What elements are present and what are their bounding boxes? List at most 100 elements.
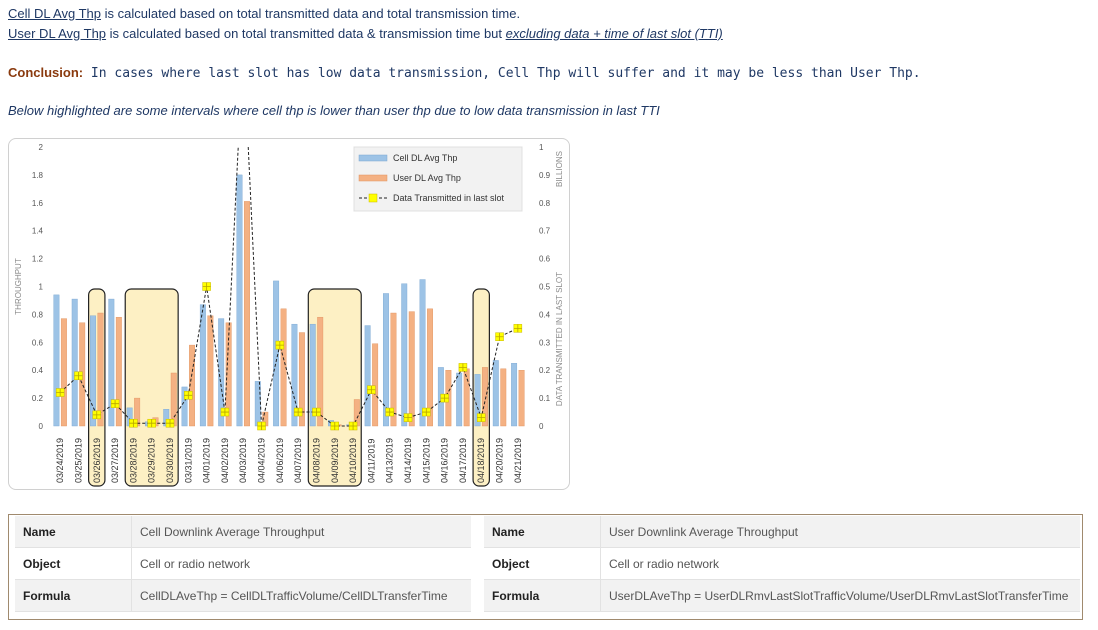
legend-swatch-user	[358, 174, 388, 182]
table-value: Cell Downlink Average Throughput	[131, 516, 471, 548]
y-tick-label: 0.8	[32, 310, 44, 319]
table-row: Formula CellDLAveThp = CellDLTrafficVolum…	[15, 579, 471, 612]
last-slot-marker-cross	[111, 399, 120, 408]
last-slot-marker-cross	[385, 408, 394, 417]
legend-swatch-cell	[358, 154, 388, 162]
table-key: Object	[484, 547, 601, 580]
legend-swatch-marker	[368, 193, 378, 203]
table-row: Name User Downlink Average Throughput	[484, 516, 1080, 548]
user-thp-bar	[427, 308, 433, 427]
chart-container: 0 0.2 0.4 0.6 0.8 1 1.2 1.4 1.6 1.8 2 0 0.1 0.2 0.3 0.4…	[8, 138, 570, 490]
last-slot-marker-cross	[56, 388, 65, 397]
x-tick-label: 04/15/2019	[421, 438, 431, 483]
last-slot-marker-cross	[166, 419, 174, 428]
cell-thp-bar	[71, 298, 78, 427]
x-tick-label: 04/18/2019	[476, 438, 486, 483]
table-key: Formula	[15, 579, 132, 612]
last-slot-marker-cross	[202, 282, 211, 291]
x-tick-label: 04/11/2019	[366, 439, 376, 483]
y-tick-label: 0.6	[32, 338, 44, 347]
user-thp-bar	[244, 201, 250, 427]
y2-tick-label: 0.1	[539, 394, 551, 403]
x-tick-label: 03/28/2019	[128, 438, 138, 483]
definition-text: is calculated based on total transmitted…	[100, 6, 521, 21]
y-tick-label: 1.6	[32, 199, 44, 208]
last-slot-marker-cross	[74, 371, 83, 380]
table-row: Formula UserDLAveThp = UserDLRmvLastSlotT…	[484, 579, 1080, 612]
cell-thp-bar	[492, 360, 499, 427]
y2-tick-label: 0.9	[539, 171, 551, 180]
y2-tick-label: 0	[539, 422, 544, 431]
table-value: User Downlink Average Throughput	[600, 516, 1080, 548]
user-thp-bar	[482, 367, 488, 427]
x-tick-label: 04/13/2019	[385, 438, 395, 483]
y-tick-label: 1.2	[32, 255, 44, 264]
user-thp-bar	[518, 369, 525, 427]
x-tick-label: 03/25/2019	[73, 438, 83, 483]
y2-tick-label: 0.4	[539, 310, 551, 319]
last-slot-marker-cross	[349, 422, 358, 430]
exclusion-note: excluding data + time of last slot (TTI)	[505, 26, 723, 41]
x-tick-label: 04/16/2019	[440, 438, 450, 483]
user-thp-bar	[97, 312, 104, 427]
x-tick-label: 04/20/2019	[495, 438, 505, 483]
last-slot-marker-cross	[330, 422, 339, 430]
y2-axis-title: DATA TRANSMITTED IN LAST SLOT	[555, 272, 564, 406]
cell-thp-bar	[199, 304, 206, 427]
cell-thp-bar	[90, 315, 96, 427]
last-slot-marker-cross	[495, 332, 504, 341]
highlight-box	[472, 288, 490, 487]
x-tick-label: 04/07/2019	[293, 438, 303, 483]
legend-label-line: Data Transmitted in last slot	[393, 193, 505, 203]
last-slot-marker-cross	[440, 394, 449, 403]
user-thp-bar	[207, 315, 214, 427]
cell-thp-bar	[401, 283, 408, 427]
last-slot-marker-cross	[147, 419, 156, 428]
x-tick-label: 03/24/2019	[55, 438, 65, 483]
last-slot-data-line	[59, 146, 519, 427]
cell-thp-bar	[273, 280, 280, 427]
y2-tick-label: 0.2	[539, 366, 551, 375]
y2-tick-label: 0.5	[539, 283, 551, 292]
kpi-tables-frame	[8, 514, 1083, 620]
y2-tick-label: 1	[539, 143, 544, 152]
last-slot-marker-cross	[312, 408, 321, 417]
table-key: Object	[15, 547, 132, 580]
conclusion: Conclusion: In cases where last slot has…	[8, 65, 921, 81]
cell-thp-bar	[364, 325, 371, 427]
user-thp-bar	[390, 312, 397, 427]
highlight-note: Below highlighted are some intervals whe…	[8, 103, 660, 118]
last-slot-marker-cross	[458, 363, 467, 372]
x-tick-label: 04/01/2019	[202, 438, 212, 483]
definition-line-user: User DL Avg Thp is calculated based on t…	[8, 26, 723, 41]
y-tick-label: 1.4	[32, 227, 44, 236]
y-axis-title: THROUGHPUT	[14, 258, 23, 315]
user-thp-bar	[170, 372, 177, 427]
x-tick-label: 04/08/2019	[311, 438, 321, 483]
cell-thp-bar	[383, 293, 389, 427]
definition-text: is calculated based on total transmitted…	[106, 26, 506, 41]
y-tick-label: 1	[39, 283, 44, 292]
last-slot-marker-cross	[275, 341, 284, 350]
user-thp-bar	[298, 332, 305, 427]
y2-tick-label: 0.6	[539, 255, 551, 264]
legend-label-cell: Cell DL Avg Thp	[393, 153, 457, 163]
user-thp-bar	[408, 311, 415, 427]
user-thp-bar	[189, 344, 196, 427]
x-tick-label: 04/10/2019	[348, 438, 358, 483]
cell-kpi-table: Name Cell Downlink Average Throughput Obj…	[15, 516, 471, 612]
x-tick-label: 04/02/2019	[220, 438, 230, 483]
x-tick-label: 04/14/2019	[403, 438, 413, 483]
last-slot-marker-cross	[220, 408, 229, 417]
user-thp-bar	[60, 318, 67, 427]
y2-tick-label: 0.7	[539, 227, 551, 236]
table-value: CellDLAveThp = CellDLTrafficVolume/CellD…	[131, 579, 471, 612]
x-tick-label: 04/17/2019	[458, 438, 468, 483]
last-slot-marker-cross	[294, 408, 303, 417]
user-thp-bar	[463, 368, 470, 427]
legend-label-user: User DL Avg Thp	[393, 173, 461, 183]
table-value: UserDLAveThp = UserDLRmvLastSlotTrafficV…	[600, 579, 1080, 612]
highlight-box	[124, 288, 179, 487]
table-value: Cell or radio network	[600, 547, 1080, 580]
last-slot-marker-cross	[257, 422, 266, 430]
